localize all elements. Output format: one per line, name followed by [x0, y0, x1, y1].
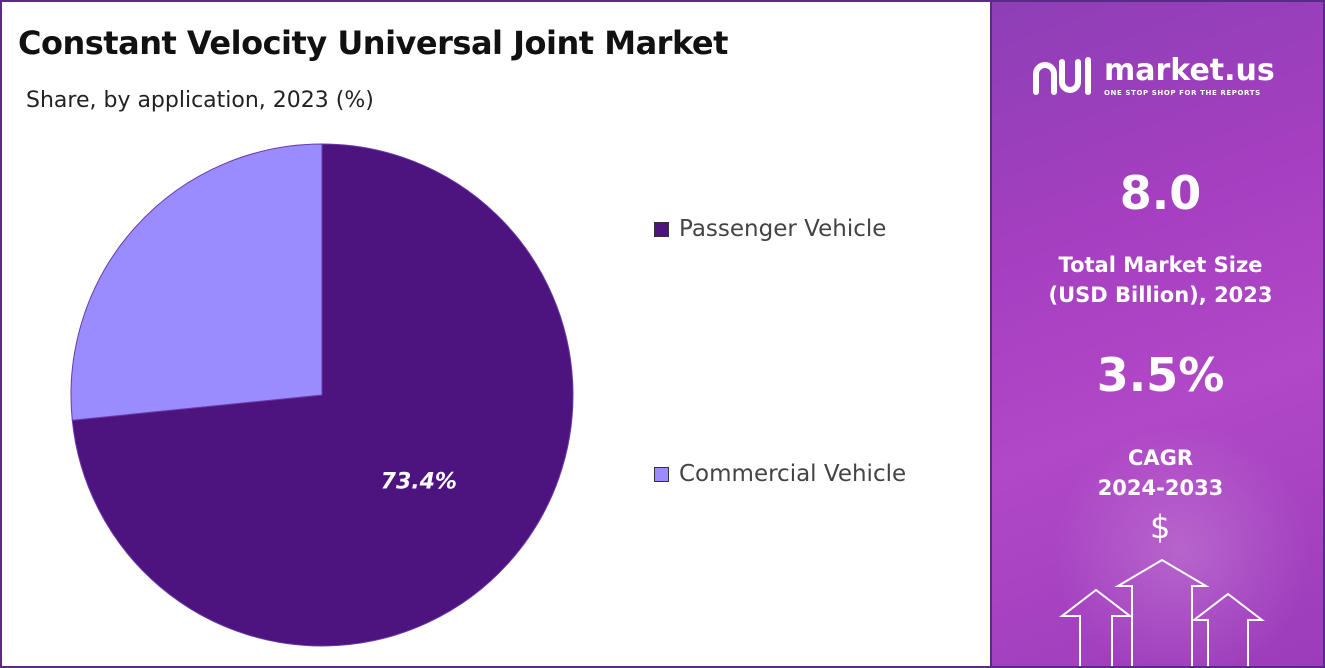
market-size-label-line-1: Total Market Size [1058, 253, 1263, 277]
chart-subtitle: Share, by application, 2023 (%) [26, 88, 374, 113]
dollar-icon: $ [1150, 508, 1171, 546]
brand-logo: market.us ONE STOP SHOP FOR THE REPORTS [1032, 52, 1275, 100]
brand-name: market.us [1104, 52, 1275, 88]
legend-item-passenger-vehicle: Passenger Vehicle [654, 216, 886, 242]
pie-data-label: 73.4% [381, 470, 457, 495]
up-arrow-icon [1059, 588, 1133, 666]
legend-label-passenger-vehicle: Passenger Vehicle [679, 216, 887, 242]
market-us-logo-icon [1033, 57, 1091, 95]
up-arrow-icon [1191, 592, 1265, 666]
up-arrow-icon [1114, 558, 1210, 666]
chart-title: Constant Velocity Universal Joint Market [18, 24, 728, 62]
pie-slice-commercial-vehicle [70, 143, 323, 421]
growth-arrows [1059, 558, 1265, 666]
pie-chart: 73.4% [70, 143, 574, 647]
legend-swatch-commercial-vehicle [654, 466, 669, 482]
market-size-label-line-2: (USD Billion), 2023 [1048, 283, 1273, 307]
brand-tagline: ONE STOP SHOP FOR THE REPORTS [1104, 88, 1261, 97]
pie-slice-passenger-vehicle [71, 143, 574, 647]
legend-swatch-passenger-vehicle [654, 221, 669, 237]
cagr-label-line-1: CAGR [1127, 446, 1194, 470]
legend-item-commercial-vehicle: Commercial Vehicle [654, 461, 906, 487]
market-size-value: 8.0 [1119, 166, 1202, 220]
chart-panel: Constant Velocity Universal Joint Market… [2, 2, 990, 666]
cagr-label-line-2: 2024-2033 [1097, 476, 1224, 500]
cagr-value: 3.5% [1096, 348, 1225, 402]
background-glow [1052, 422, 1312, 666]
stats-sidebar: market.us ONE STOP SHOP FOR THE REPORTS … [990, 2, 1323, 666]
legend-label-commercial-vehicle: Commercial Vehicle [679, 461, 907, 487]
